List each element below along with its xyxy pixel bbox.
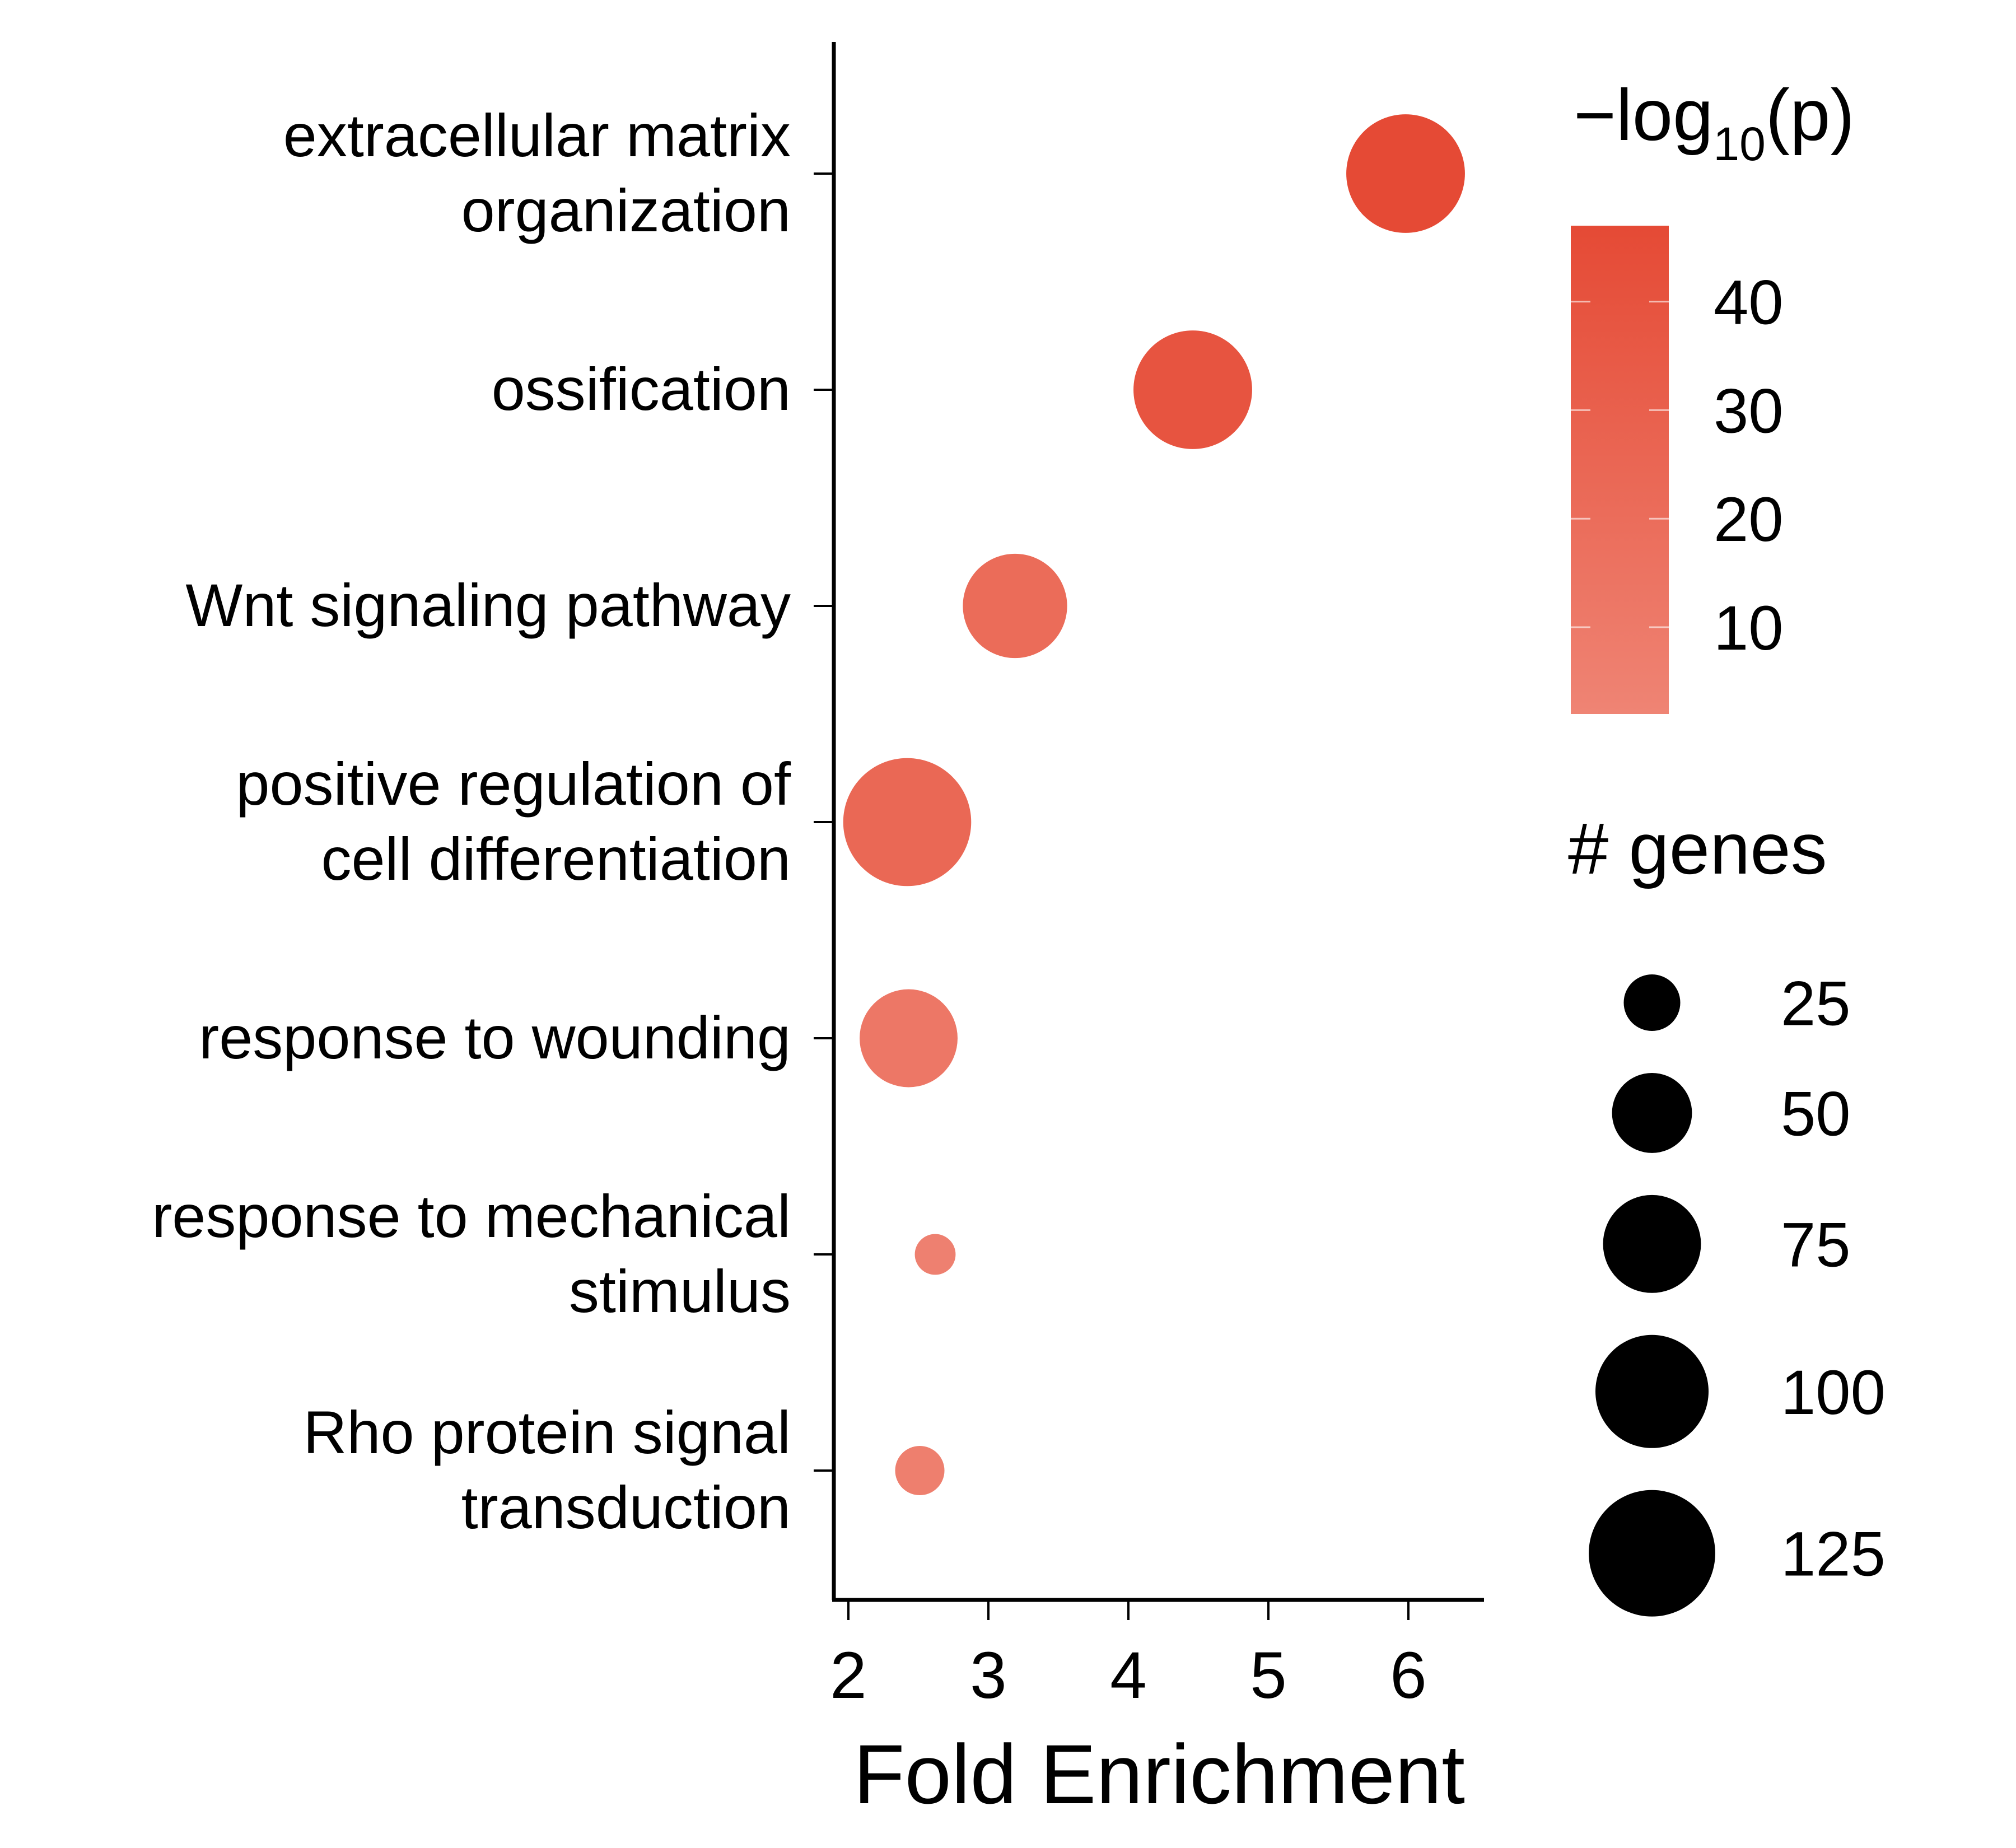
color-legend-title: −log10(p) (1574, 74, 1855, 170)
bubble (860, 989, 958, 1088)
y-labels: extracellular matrix organization ossifica… (152, 101, 791, 1541)
x-tick-label: 3 (970, 1639, 1007, 1712)
size-legend-circle (1595, 1334, 1709, 1448)
category-label: Wnt signaling pathway (185, 571, 791, 639)
bubble (1346, 114, 1465, 233)
colorbar (1571, 226, 1669, 714)
bubble (843, 758, 972, 886)
category-label-line: Rho protein signal (303, 1398, 791, 1466)
color-legend-title-subscript: 10 (1713, 118, 1765, 170)
category-label-line: cell differentiation (321, 825, 791, 893)
colorbar-tick-label: 10 (1714, 593, 1784, 663)
category-label: response to wounding (199, 1004, 791, 1071)
bubble (914, 1234, 956, 1275)
category-label: extracellular matrix organization (283, 101, 791, 244)
category-label-line: organization (461, 176, 791, 244)
size-legend-circle (1589, 1490, 1715, 1617)
colorbar-tick-label: 20 (1714, 484, 1784, 554)
x-axis-title: Fold Enrichment (853, 1727, 1465, 1821)
size-legend-circle (1623, 974, 1681, 1031)
category-label-line: stimulus (569, 1257, 791, 1325)
x-tick-label: 5 (1250, 1639, 1287, 1712)
colorbar-tick-label: 30 (1714, 376, 1784, 446)
size-legend-label: 75 (1781, 1210, 1851, 1280)
x-tick-label: 4 (1110, 1639, 1147, 1712)
bubble (895, 1445, 945, 1496)
colorbar-ticks: 10 20 30 40 (1571, 268, 1784, 663)
color-legend-title-suffix: (p) (1766, 74, 1855, 156)
size-legend-circle (1603, 1194, 1701, 1293)
size-legend-label: 50 (1781, 1079, 1851, 1149)
size-legend-label: 100 (1781, 1357, 1886, 1427)
color-legend-title-main: −log (1574, 74, 1713, 156)
y-ticks (814, 172, 834, 1472)
x-tick-label: 2 (830, 1639, 867, 1712)
category-label: response to mechanical stimulus (152, 1182, 791, 1325)
bubbles (843, 114, 1465, 1496)
category-label-line: Wnt signaling pathway (185, 571, 791, 639)
category-label: Rho protein signal transduction (303, 1398, 791, 1541)
size-legend-label: 125 (1781, 1519, 1886, 1589)
category-label-line: ossification (492, 355, 791, 423)
colorbar-tick-label: 40 (1714, 268, 1784, 338)
category-label: positive regulation of cell differentiati… (236, 750, 791, 893)
size-legend-items: 25 50 75 100 125 (1589, 969, 1886, 1617)
category-label-line: positive regulation of (236, 750, 791, 818)
bubble (963, 553, 1067, 659)
category-label-line: transduction (461, 1473, 791, 1541)
category-label-line: extracellular matrix (283, 101, 791, 169)
category-label-line: response to mechanical (152, 1182, 791, 1250)
category-label-line: response to wounding (199, 1004, 791, 1071)
category-label: ossification (492, 355, 791, 423)
x-tick-label: 6 (1390, 1639, 1427, 1712)
size-legend-circle (1612, 1073, 1692, 1153)
size-legend-title: # genes (1568, 808, 1827, 889)
size-legend-label: 25 (1781, 969, 1851, 1039)
bubble (1133, 330, 1252, 449)
plot-area: extracellular matrix organization ossifica… (152, 42, 1484, 1821)
x-ticks: 2 3 4 5 6 (830, 1600, 1427, 1712)
size-legend: # genes 25 50 75 100 125 (1568, 808, 1886, 1617)
